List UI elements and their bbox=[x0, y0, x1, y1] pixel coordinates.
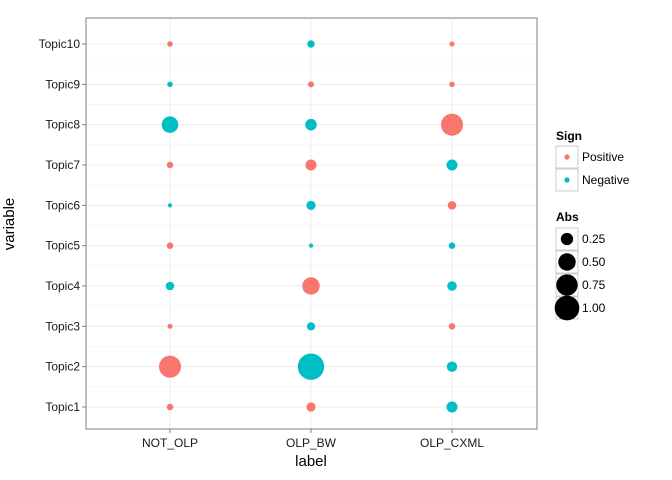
data-point bbox=[440, 113, 464, 136]
legend-sign-key bbox=[564, 177, 570, 183]
data-point bbox=[305, 118, 317, 131]
legend-size-key bbox=[560, 232, 574, 246]
legend: Sign Abs Positive Negative 0.25 0.50 0.75 1.0… bbox=[554, 129, 630, 321]
x-tick-label: OLP_CXML bbox=[420, 436, 484, 450]
y-axis-title: variable bbox=[1, 198, 18, 251]
y-tick-label: Topic9 bbox=[45, 77, 80, 91]
data-point bbox=[308, 243, 314, 248]
data-point bbox=[167, 203, 173, 208]
legend-size-key bbox=[558, 253, 576, 271]
y-tick-label: Topic7 bbox=[45, 158, 80, 172]
data-point bbox=[306, 322, 316, 331]
legend-sign-label: Negative bbox=[582, 173, 630, 187]
legend-sign-key bbox=[564, 154, 570, 160]
data-point bbox=[448, 242, 456, 249]
data-point bbox=[448, 323, 456, 330]
y-tick-label: Topic3 bbox=[45, 319, 80, 333]
y-tick-label: Topic4 bbox=[45, 279, 80, 293]
data-point bbox=[161, 116, 179, 133]
legend-size-label: 1.00 bbox=[582, 301, 606, 315]
y-tick-label: Topic5 bbox=[45, 239, 80, 253]
data-point bbox=[447, 201, 457, 210]
legend-size-key bbox=[554, 295, 580, 321]
y-tick-label: Topic1 bbox=[45, 400, 80, 414]
data-point bbox=[447, 281, 457, 291]
data-point bbox=[166, 403, 174, 411]
data-point bbox=[449, 41, 455, 47]
data-point bbox=[302, 277, 320, 295]
data-point bbox=[166, 161, 174, 169]
legend-sign-label: Positive bbox=[582, 150, 624, 164]
y-tick-label: Topic10 bbox=[39, 37, 81, 51]
data-point bbox=[167, 41, 173, 47]
data-point bbox=[158, 355, 182, 378]
legend-size-label: 0.75 bbox=[582, 278, 606, 292]
legend-size-label: 0.25 bbox=[582, 232, 606, 246]
legend-size-label: 0.50 bbox=[582, 255, 606, 269]
data-point bbox=[305, 159, 317, 171]
data-point bbox=[297, 353, 325, 380]
data-point bbox=[306, 402, 316, 412]
data-point bbox=[166, 242, 174, 249]
data-point bbox=[307, 81, 315, 88]
legend-abs-title: Abs bbox=[556, 210, 579, 224]
legend-sign-title: Sign bbox=[556, 129, 582, 143]
data-point bbox=[446, 159, 458, 171]
data-point bbox=[167, 81, 173, 88]
data-point bbox=[167, 323, 173, 329]
x-tick-label: NOT_OLP bbox=[142, 436, 198, 450]
legend-size-key bbox=[556, 274, 578, 296]
y-tick-label: Topic2 bbox=[45, 360, 80, 374]
y-tick-label: Topic6 bbox=[45, 198, 80, 212]
x-axis-title: label bbox=[295, 453, 327, 470]
data-point bbox=[307, 40, 315, 48]
data-point bbox=[446, 401, 458, 413]
y-tick-label: Topic8 bbox=[45, 118, 80, 132]
x-tick-label: OLP_BW bbox=[286, 436, 337, 450]
data-point bbox=[165, 281, 175, 291]
plot-panel: Topic1 Topic2 Topic3 Topic4 Topic5 Topic6 Topi… bbox=[39, 17, 538, 450]
data-point bbox=[306, 200, 316, 210]
data-point bbox=[449, 81, 455, 88]
data-point bbox=[446, 361, 458, 372]
